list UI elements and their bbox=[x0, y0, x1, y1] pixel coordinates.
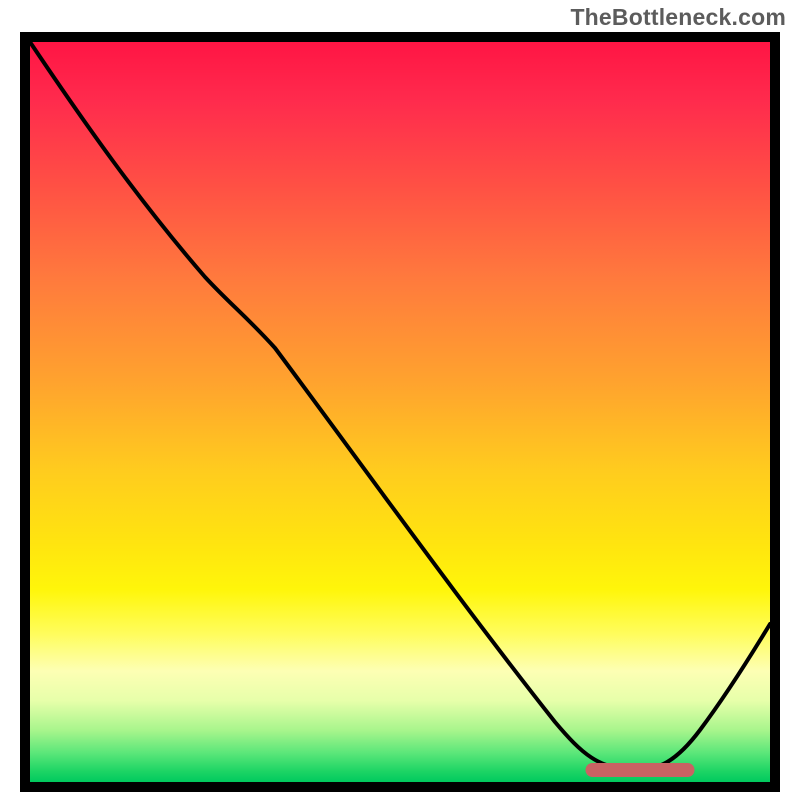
watermark-text: TheBottleneck.com bbox=[570, 4, 786, 31]
stage: TheBottleneck.com bbox=[0, 0, 800, 800]
bottleneck-curve bbox=[30, 42, 770, 771]
plot-overlay-svg bbox=[30, 42, 770, 782]
plot-frame bbox=[20, 32, 780, 792]
